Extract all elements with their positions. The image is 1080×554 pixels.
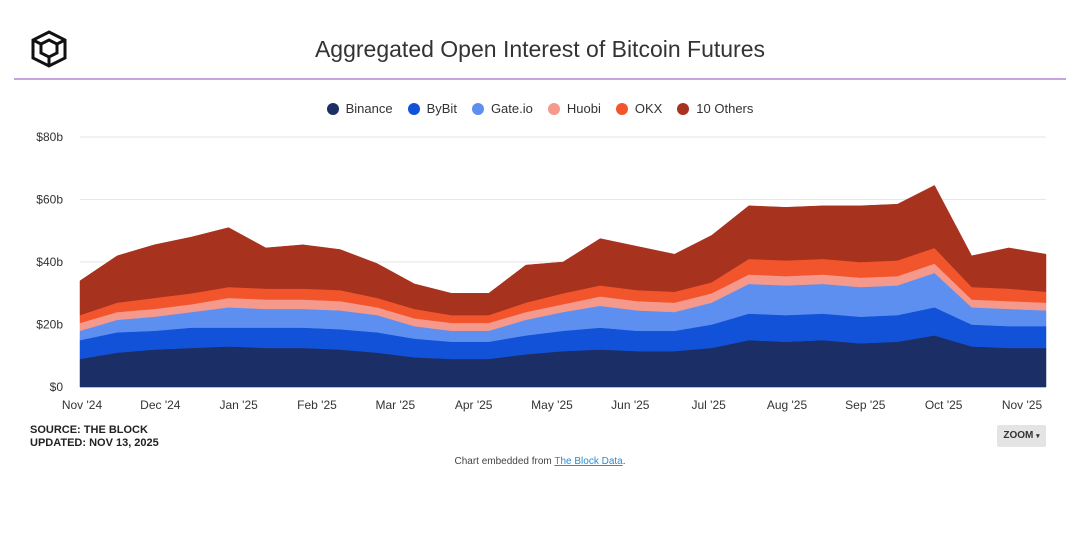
legend-item-huobi[interactable]: Huobi	[547, 101, 601, 116]
chart-legend: Binance ByBit Gate.io Huobi OKX 10 Others	[0, 101, 1080, 116]
x-tick-label: Apr '25	[455, 398, 493, 412]
x-tick-label: Jun '25	[611, 398, 650, 412]
x-tick-label: Jan '25	[220, 398, 259, 412]
chart-title: Aggregated Open Interest of Bitcoin Futu…	[314, 36, 766, 62]
legend-label: Binance	[345, 101, 393, 116]
chevron-down-icon: ▾	[1036, 433, 1040, 440]
y-tick-label: $80b	[36, 130, 63, 144]
y-tick-label: $20b	[36, 318, 63, 332]
legend-swatch	[677, 102, 690, 115]
x-tick-label: Nov '25	[1002, 398, 1043, 412]
embed-suffix: .	[622, 456, 626, 467]
x-tick-label: Aug '25	[767, 398, 808, 412]
x-tick-label: Mar '25	[376, 398, 416, 412]
legend-label: OKX	[634, 101, 663, 116]
chart-source-info: SOURCE: THE BLOCK UPDATED: NOV 13, 2025	[30, 424, 159, 450]
title-divider	[14, 78, 1066, 80]
y-tick-label: $40b	[36, 255, 63, 269]
x-tick-label: May '25	[531, 398, 573, 412]
embed-note: Chart embedded from The Block Data.	[0, 456, 1080, 467]
legend-item-binance[interactable]: Binance	[326, 101, 393, 116]
legend-item-gate-io[interactable]: Gate.io	[471, 101, 533, 116]
legend-swatch	[407, 102, 420, 115]
legend-item-okx[interactable]: OKX	[615, 101, 663, 116]
the-block-data-link[interactable]: The Block Data	[554, 456, 623, 467]
y-tick-label: $60b	[36, 193, 63, 207]
zoom-label: ZOOM	[1003, 430, 1034, 441]
legend-item-10-others[interactable]: 10 Others	[677, 101, 753, 116]
the-block-logo-icon	[31, 30, 67, 68]
legend-label: 10 Others	[696, 101, 754, 116]
legend-swatch	[547, 102, 560, 115]
y-tick-label: $0	[50, 380, 64, 394]
x-tick-label: Jul '25	[692, 398, 727, 412]
x-tick-label: Nov '24	[62, 398, 103, 412]
source-label: SOURCE: THE BLOCK	[30, 424, 148, 436]
x-tick-label: Dec '24	[140, 398, 181, 412]
legend-swatch	[471, 102, 484, 115]
legend-swatch	[615, 102, 628, 115]
chart-plot: $0 $20b $40b $60b $80b Nov '24 Dec '24 Jan '25 F…	[36, 130, 1047, 412]
x-tick-label: Oct '25	[925, 398, 963, 412]
legend-label: Huobi	[566, 101, 601, 116]
updated-label: UPDATED: NOV 13, 2025	[30, 437, 159, 449]
area-series-10-others	[79, 185, 1047, 316]
legend-label: ByBit	[426, 101, 457, 116]
legend-swatch	[326, 102, 339, 115]
x-tick-label: Feb '25	[297, 398, 337, 412]
embed-prefix: Chart embedded from	[454, 456, 555, 467]
legend-label: Gate.io	[490, 101, 533, 116]
x-tick-label: Sep '25	[845, 398, 886, 412]
zoom-button[interactable]: ZOOM ▾	[997, 425, 1046, 447]
legend-item-bybit[interactable]: ByBit	[407, 101, 457, 116]
